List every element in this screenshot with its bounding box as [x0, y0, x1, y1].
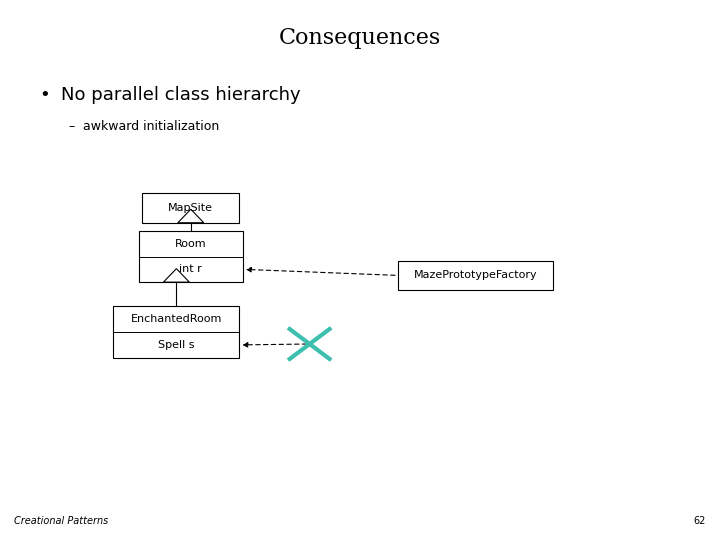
Text: MazePrototypeFactory: MazePrototypeFactory — [413, 271, 537, 280]
Bar — [397, 261, 553, 291]
Text: Room: Room — [175, 239, 207, 249]
Text: int r: int r — [179, 264, 202, 274]
Bar — [143, 193, 240, 222]
Text: EnchantedRoom: EnchantedRoom — [131, 314, 222, 325]
Text: MapSite: MapSite — [168, 203, 213, 213]
Text: 62: 62 — [693, 516, 706, 526]
Text: •: • — [40, 85, 50, 104]
Bar — [114, 307, 240, 357]
Text: Creational Patterns: Creational Patterns — [14, 516, 109, 526]
Text: Consequences: Consequences — [279, 27, 441, 49]
Bar — [138, 231, 243, 282]
Text: awkward initialization: awkward initialization — [83, 120, 219, 133]
Text: No parallel class hierarchy: No parallel class hierarchy — [61, 85, 301, 104]
Text: –: – — [68, 120, 75, 133]
Text: Spell s: Spell s — [158, 340, 194, 350]
